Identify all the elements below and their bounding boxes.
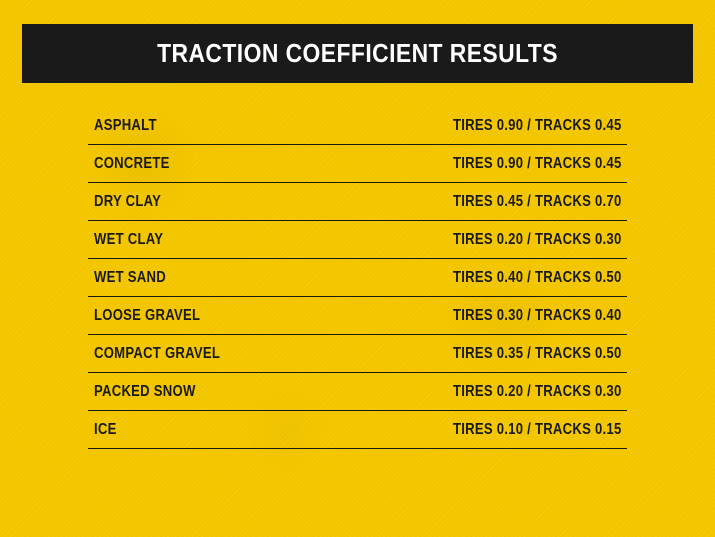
- surface-label: COMPACT GRAVEL: [94, 345, 220, 363]
- surface-label: CONCRETE: [94, 155, 170, 173]
- surface-label: PACKED SNOW: [94, 383, 196, 401]
- traction-values: TIRES 0.10 / TRACKS 0.15: [452, 421, 621, 439]
- traction-values: TIRES 0.45 / TRACKS 0.70: [452, 193, 621, 211]
- traction-values: TIRES 0.40 / TRACKS 0.50: [452, 269, 621, 287]
- traction-values: TIRES 0.30 / TRACKS 0.40: [452, 307, 621, 325]
- table-row: DRY CLAY TIRES 0.45 / TRACKS 0.70: [88, 183, 627, 221]
- table-row: WET CLAY TIRES 0.20 / TRACKS 0.30: [88, 221, 627, 259]
- title-bar: TRACTION COEFFICIENT RESULTS: [22, 24, 693, 83]
- table-row: PACKED SNOW TIRES 0.20 / TRACKS 0.30: [88, 373, 627, 411]
- traction-values: TIRES 0.20 / TRACKS 0.30: [452, 383, 621, 401]
- surface-label: LOOSE GRAVEL: [94, 307, 200, 325]
- surface-label: WET CLAY: [94, 231, 163, 249]
- traction-values: TIRES 0.20 / TRACKS 0.30: [452, 231, 621, 249]
- table-row: ASPHALT TIRES 0.90 / TRACKS 0.45: [88, 107, 627, 145]
- table-row: CONCRETE TIRES 0.90 / TRACKS 0.45: [88, 145, 627, 183]
- page-title: TRACTION COEFFICIENT RESULTS: [62, 38, 652, 69]
- surface-label: DRY CLAY: [94, 193, 161, 211]
- traction-values: TIRES 0.90 / TRACKS 0.45: [452, 117, 621, 135]
- table-row: LOOSE GRAVEL TIRES 0.30 / TRACKS 0.40: [88, 297, 627, 335]
- table-row: ICE TIRES 0.10 / TRACKS 0.15: [88, 411, 627, 449]
- surface-label: ASPHALT: [94, 117, 157, 135]
- traction-values: TIRES 0.35 / TRACKS 0.50: [452, 345, 621, 363]
- table-row: WET SAND TIRES 0.40 / TRACKS 0.50: [88, 259, 627, 297]
- traction-table: ASPHALT TIRES 0.90 / TRACKS 0.45 CONCRET…: [0, 83, 715, 449]
- surface-label: ICE: [94, 421, 117, 439]
- traction-values: TIRES 0.90 / TRACKS 0.45: [452, 155, 621, 173]
- table-row: COMPACT GRAVEL TIRES 0.35 / TRACKS 0.50: [88, 335, 627, 373]
- surface-label: WET SAND: [94, 269, 166, 287]
